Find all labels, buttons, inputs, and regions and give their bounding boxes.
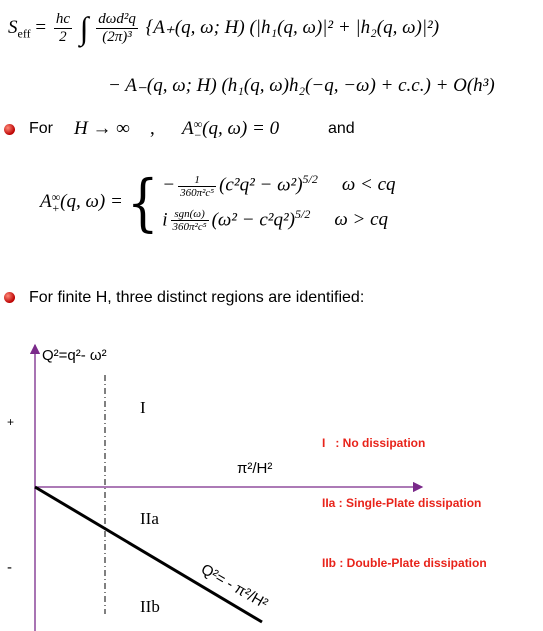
text: (c²q² − ω²): [219, 174, 303, 196]
text: i: [162, 208, 168, 230]
region-label: IIa: [140, 509, 159, 528]
bullet-text: For finite H, three distinct regions are…: [29, 289, 365, 306]
bullet-icon: [4, 124, 15, 135]
text: +: [51, 200, 60, 215]
bullet-math: H → ∞: [74, 118, 130, 139]
text: {A₊(q, ω; H) (|h₁(q, ω)|² + |h₂(q, ω)|²): [145, 16, 440, 38]
part: sgn(ω) 360π²c⁵: [170, 208, 209, 233]
text: (ω² − c²q²): [211, 208, 295, 230]
part: {: [126, 166, 159, 239]
text: eff: [17, 26, 31, 41]
text: A: [40, 191, 52, 213]
bullet-math: ,: [150, 118, 155, 139]
text: hc: [53, 11, 72, 29]
text: ∫: [79, 10, 89, 46]
region-label: I: [140, 398, 146, 417]
boundary-line: [34, 485, 263, 624]
text: 360π²c⁵: [180, 186, 215, 199]
legend-entry: IIa : Single-Plate dissipation: [322, 496, 481, 510]
equation-line1: Seff = hc 2 ∫ dωd²q (2π)³ {A₊(q, ω; H) (|h…: [8, 10, 439, 47]
text: (q, ω) =: [60, 191, 123, 213]
sign-label: +: [7, 415, 14, 429]
part: i sgn(ω) 360π²c⁵ (ω² − c²q²)5/2 ω > cq: [162, 207, 395, 233]
region-label: IIb: [140, 597, 160, 616]
text: −: [162, 174, 176, 196]
text: ∞: [193, 116, 203, 131]
part: 1 360π²c⁵: [178, 174, 217, 199]
text: =: [35, 16, 47, 38]
text: ω < cq: [341, 174, 396, 196]
text: dωd²q: [96, 11, 138, 29]
text: ∞: [51, 190, 61, 205]
text: 2: [59, 29, 67, 45]
part: A ∞ + (q, ω) =: [40, 190, 123, 215]
part: −1 360π²c⁵ (c²q² − ω²)5/2 ω < cq: [162, 172, 395, 198]
sign-label: -: [7, 559, 12, 576]
y-axis-label: Q²=q²- ω²: [42, 347, 107, 364]
text: −: [193, 127, 202, 142]
text: 5/2: [302, 172, 318, 187]
bullet-text: For: [29, 120, 53, 137]
text: (2π)³: [102, 29, 132, 45]
text: sgn(ω): [170, 208, 209, 221]
bullet-icon: [4, 292, 15, 303]
text: (q, ω) = 0: [202, 118, 280, 139]
bullet-text: and: [328, 120, 355, 137]
x-axis-label: π²/H²: [237, 460, 272, 477]
bullet-math: A ∞ − (q, ω) = 0: [182, 116, 280, 142]
part: ∞ +: [51, 190, 61, 215]
part: −1 360π²c⁵ (c²q² − ω²)5/2 ω < cq i sgn(ω) 360…: [162, 172, 395, 233]
text: S: [8, 16, 18, 38]
text: A: [182, 118, 194, 139]
equation-line2: − A₋(q, ω; H) (h₁(q, ω)h₂(−q, −ω) + c.c.…: [108, 75, 495, 96]
legend-entry: IIb : Double-Plate dissipation: [322, 556, 487, 570]
text: 1: [178, 174, 217, 187]
legend-entry: I : No dissipation: [322, 436, 425, 450]
part: hc 2: [53, 11, 72, 46]
piecewise: A ∞ + (q, ω) = { −1 360π²c⁵ (c²q² − ω²)5/2 ω <…: [40, 166, 396, 239]
text: 360π²c⁵: [172, 220, 207, 233]
part: ∞ −: [193, 116, 203, 142]
part: dωd²q (2π)³: [96, 11, 138, 46]
text: 5/2: [294, 206, 311, 221]
text: ω > cq: [334, 208, 388, 230]
